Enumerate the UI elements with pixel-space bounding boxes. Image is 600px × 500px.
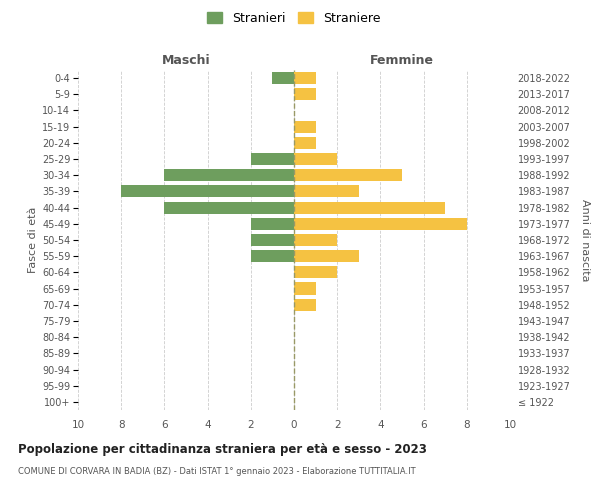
Bar: [294, 266, 337, 278]
Bar: [294, 202, 445, 213]
Bar: [251, 153, 294, 165]
Bar: [251, 218, 294, 230]
Bar: [294, 186, 359, 198]
Text: Femmine: Femmine: [370, 54, 434, 67]
Bar: [164, 169, 294, 181]
Bar: [294, 250, 359, 262]
Bar: [294, 88, 316, 101]
Bar: [121, 186, 294, 198]
Y-axis label: Fasce di età: Fasce di età: [28, 207, 38, 273]
Text: Popolazione per cittadinanza straniera per età e sesso - 2023: Popolazione per cittadinanza straniera p…: [18, 442, 427, 456]
Legend: Stranieri, Straniere: Stranieri, Straniere: [202, 6, 386, 30]
Bar: [294, 282, 316, 294]
Bar: [294, 120, 316, 132]
Bar: [294, 72, 316, 84]
Y-axis label: Anni di nascita: Anni di nascita: [580, 198, 590, 281]
Bar: [294, 169, 402, 181]
Text: Maschi: Maschi: [161, 54, 211, 67]
Bar: [164, 202, 294, 213]
Bar: [294, 153, 337, 165]
Bar: [272, 72, 294, 84]
Bar: [294, 234, 337, 246]
Bar: [294, 218, 467, 230]
Bar: [251, 250, 294, 262]
Bar: [294, 137, 316, 149]
Text: COMUNE DI CORVARA IN BADIA (BZ) - Dati ISTAT 1° gennaio 2023 - Elaborazione TUTT: COMUNE DI CORVARA IN BADIA (BZ) - Dati I…: [18, 468, 416, 476]
Bar: [294, 298, 316, 311]
Bar: [251, 234, 294, 246]
